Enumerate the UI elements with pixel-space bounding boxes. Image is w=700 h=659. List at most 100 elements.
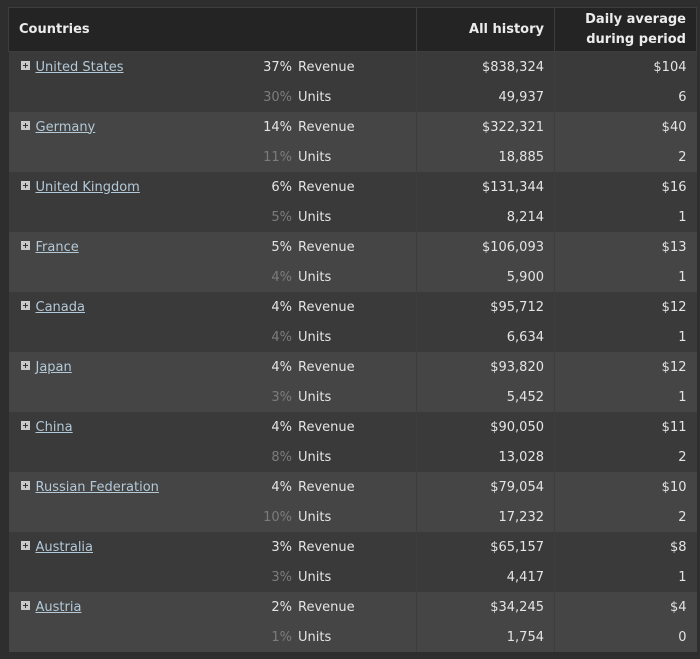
revenue-label: Revenue <box>298 539 355 555</box>
units-all-history: 5,900 <box>416 262 555 292</box>
country-cell: United Kingdom 6% Revenue <box>8 172 417 202</box>
revenue-label: Revenue <box>298 119 355 135</box>
units-all-history: 49,937 <box>416 82 555 112</box>
units-daily-average: 6 <box>554 82 697 112</box>
table-header-row: Countries All history Daily average durin… <box>8 7 697 52</box>
revenue-percent: 6% <box>271 179 292 195</box>
expand-icon[interactable] <box>20 540 30 550</box>
units-daily-average: 2 <box>554 442 697 472</box>
table-row-revenue: United Kingdom 6% Revenue $131,344 $16 <box>8 172 697 202</box>
expand-icon[interactable] <box>20 120 30 130</box>
revenue-label: Revenue <box>298 479 355 495</box>
revenue-percent: 3% <box>271 539 292 555</box>
units-cell: 30% Units <box>8 82 417 112</box>
units-daily-average: 2 <box>554 142 697 172</box>
units-percent: 5% <box>271 209 292 225</box>
revenue-all-history: $65,157 <box>416 532 555 562</box>
units-all-history: 13,028 <box>416 442 555 472</box>
expand-icon[interactable] <box>20 600 30 610</box>
units-percent: 3% <box>271 569 292 585</box>
table-row-units: 1% Units 1,754 0 <box>8 622 697 652</box>
revenue-daily-average: $104 <box>554 51 697 82</box>
expand-icon[interactable] <box>20 60 30 70</box>
table-row-units: 30% Units 49,937 6 <box>8 82 697 112</box>
revenue-daily-average: $10 <box>554 472 697 502</box>
units-cell: 3% Units <box>8 382 417 412</box>
units-percent: 1% <box>271 629 292 645</box>
units-all-history: 17,232 <box>416 502 555 532</box>
country-stats-panel: Countries All history Daily average durin… <box>8 7 697 652</box>
country-link[interactable]: France <box>35 239 79 255</box>
revenue-all-history: $131,344 <box>416 172 555 202</box>
country-link[interactable]: Germany <box>35 119 96 135</box>
units-cell: 3% Units <box>8 562 417 592</box>
country-link[interactable]: United Kingdom <box>35 179 140 195</box>
units-cell: 8% Units <box>8 442 417 472</box>
revenue-label: Revenue <box>298 599 355 615</box>
countries-column-header: Countries <box>8 7 417 52</box>
country-cell: China 4% Revenue <box>8 412 417 442</box>
revenue-label: Revenue <box>298 299 355 315</box>
units-all-history: 6,634 <box>416 322 555 352</box>
revenue-label: Revenue <box>298 239 355 255</box>
country-link[interactable]: Japan <box>35 359 72 375</box>
country-link[interactable]: Australia <box>35 539 94 555</box>
revenue-percent: 14% <box>263 119 292 135</box>
revenue-percent: 37% <box>263 59 292 75</box>
units-percent: 30% <box>263 89 292 105</box>
countries-table: Countries All history Daily average durin… <box>8 7 697 652</box>
expand-icon[interactable] <box>20 180 30 190</box>
country-link[interactable]: Canada <box>35 299 85 315</box>
units-label: Units <box>298 509 332 525</box>
table-row-units: 3% Units 4,417 1 <box>8 562 697 592</box>
country-cell: France 5% Revenue <box>8 232 417 262</box>
table-row-units: 11% Units 18,885 2 <box>8 142 697 172</box>
country-link[interactable]: China <box>35 419 73 435</box>
country-cell: Russian Federation 4% Revenue <box>8 472 417 502</box>
all-history-column-header: All history <box>416 7 555 52</box>
table-row-revenue: China 4% Revenue $90,050 $11 <box>8 412 697 442</box>
revenue-label: Revenue <box>298 359 355 375</box>
units-daily-average: 2 <box>554 502 697 532</box>
revenue-daily-average: $8 <box>554 532 697 562</box>
units-label: Units <box>298 569 332 585</box>
expand-icon[interactable] <box>20 360 30 370</box>
units-label: Units <box>298 269 332 285</box>
expand-icon[interactable] <box>20 300 30 310</box>
table-body: United States 37% Revenue $838,324 $104 30% Un… <box>8 51 697 652</box>
revenue-percent: 4% <box>271 299 292 315</box>
country-link[interactable]: Russian Federation <box>35 479 159 495</box>
table-row-revenue: Australia 3% Revenue $65,157 $8 <box>8 532 697 562</box>
table-row-revenue: Austria 2% Revenue $34,245 $4 <box>8 592 697 622</box>
table-row-units: 4% Units 6,634 1 <box>8 322 697 352</box>
revenue-label: Revenue <box>298 59 355 75</box>
revenue-all-history: $322,321 <box>416 112 555 142</box>
table-row-revenue: Canada 4% Revenue $95,712 $12 <box>8 292 697 322</box>
table-row-revenue: Germany 14% Revenue $322,321 $40 <box>8 112 697 142</box>
expand-icon[interactable] <box>20 480 30 490</box>
units-cell: 10% Units <box>8 502 417 532</box>
country-link[interactable]: Austria <box>35 599 82 615</box>
country-link[interactable]: United States <box>35 59 124 75</box>
table-row-units: 5% Units 8,214 1 <box>8 202 697 232</box>
country-cell: Australia 3% Revenue <box>8 532 417 562</box>
revenue-label: Revenue <box>298 419 355 435</box>
units-label: Units <box>298 329 332 345</box>
table-row-units: 3% Units 5,452 1 <box>8 382 697 412</box>
table-row-units: 10% Units 17,232 2 <box>8 502 697 532</box>
units-label: Units <box>298 629 332 645</box>
units-percent: 4% <box>271 269 292 285</box>
table-row-revenue: Russian Federation 4% Revenue $79,054 $10 <box>8 472 697 502</box>
table-row-units: 8% Units 13,028 2 <box>8 442 697 472</box>
expand-icon[interactable] <box>20 240 30 250</box>
revenue-daily-average: $16 <box>554 172 697 202</box>
revenue-daily-average: $11 <box>554 412 697 442</box>
revenue-all-history: $79,054 <box>416 472 555 502</box>
revenue-all-history: $838,324 <box>416 51 555 82</box>
units-label: Units <box>298 149 332 165</box>
revenue-percent: 5% <box>271 239 292 255</box>
revenue-daily-average: $12 <box>554 352 697 382</box>
expand-icon[interactable] <box>20 420 30 430</box>
revenue-label: Revenue <box>298 179 355 195</box>
revenue-all-history: $95,712 <box>416 292 555 322</box>
